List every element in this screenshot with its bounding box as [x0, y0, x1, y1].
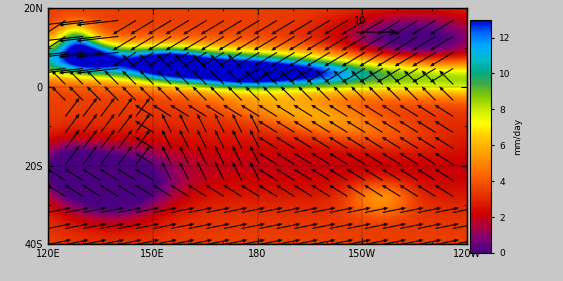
Text: 10: 10 — [354, 15, 367, 26]
Y-axis label: mm/day: mm/day — [513, 118, 522, 155]
